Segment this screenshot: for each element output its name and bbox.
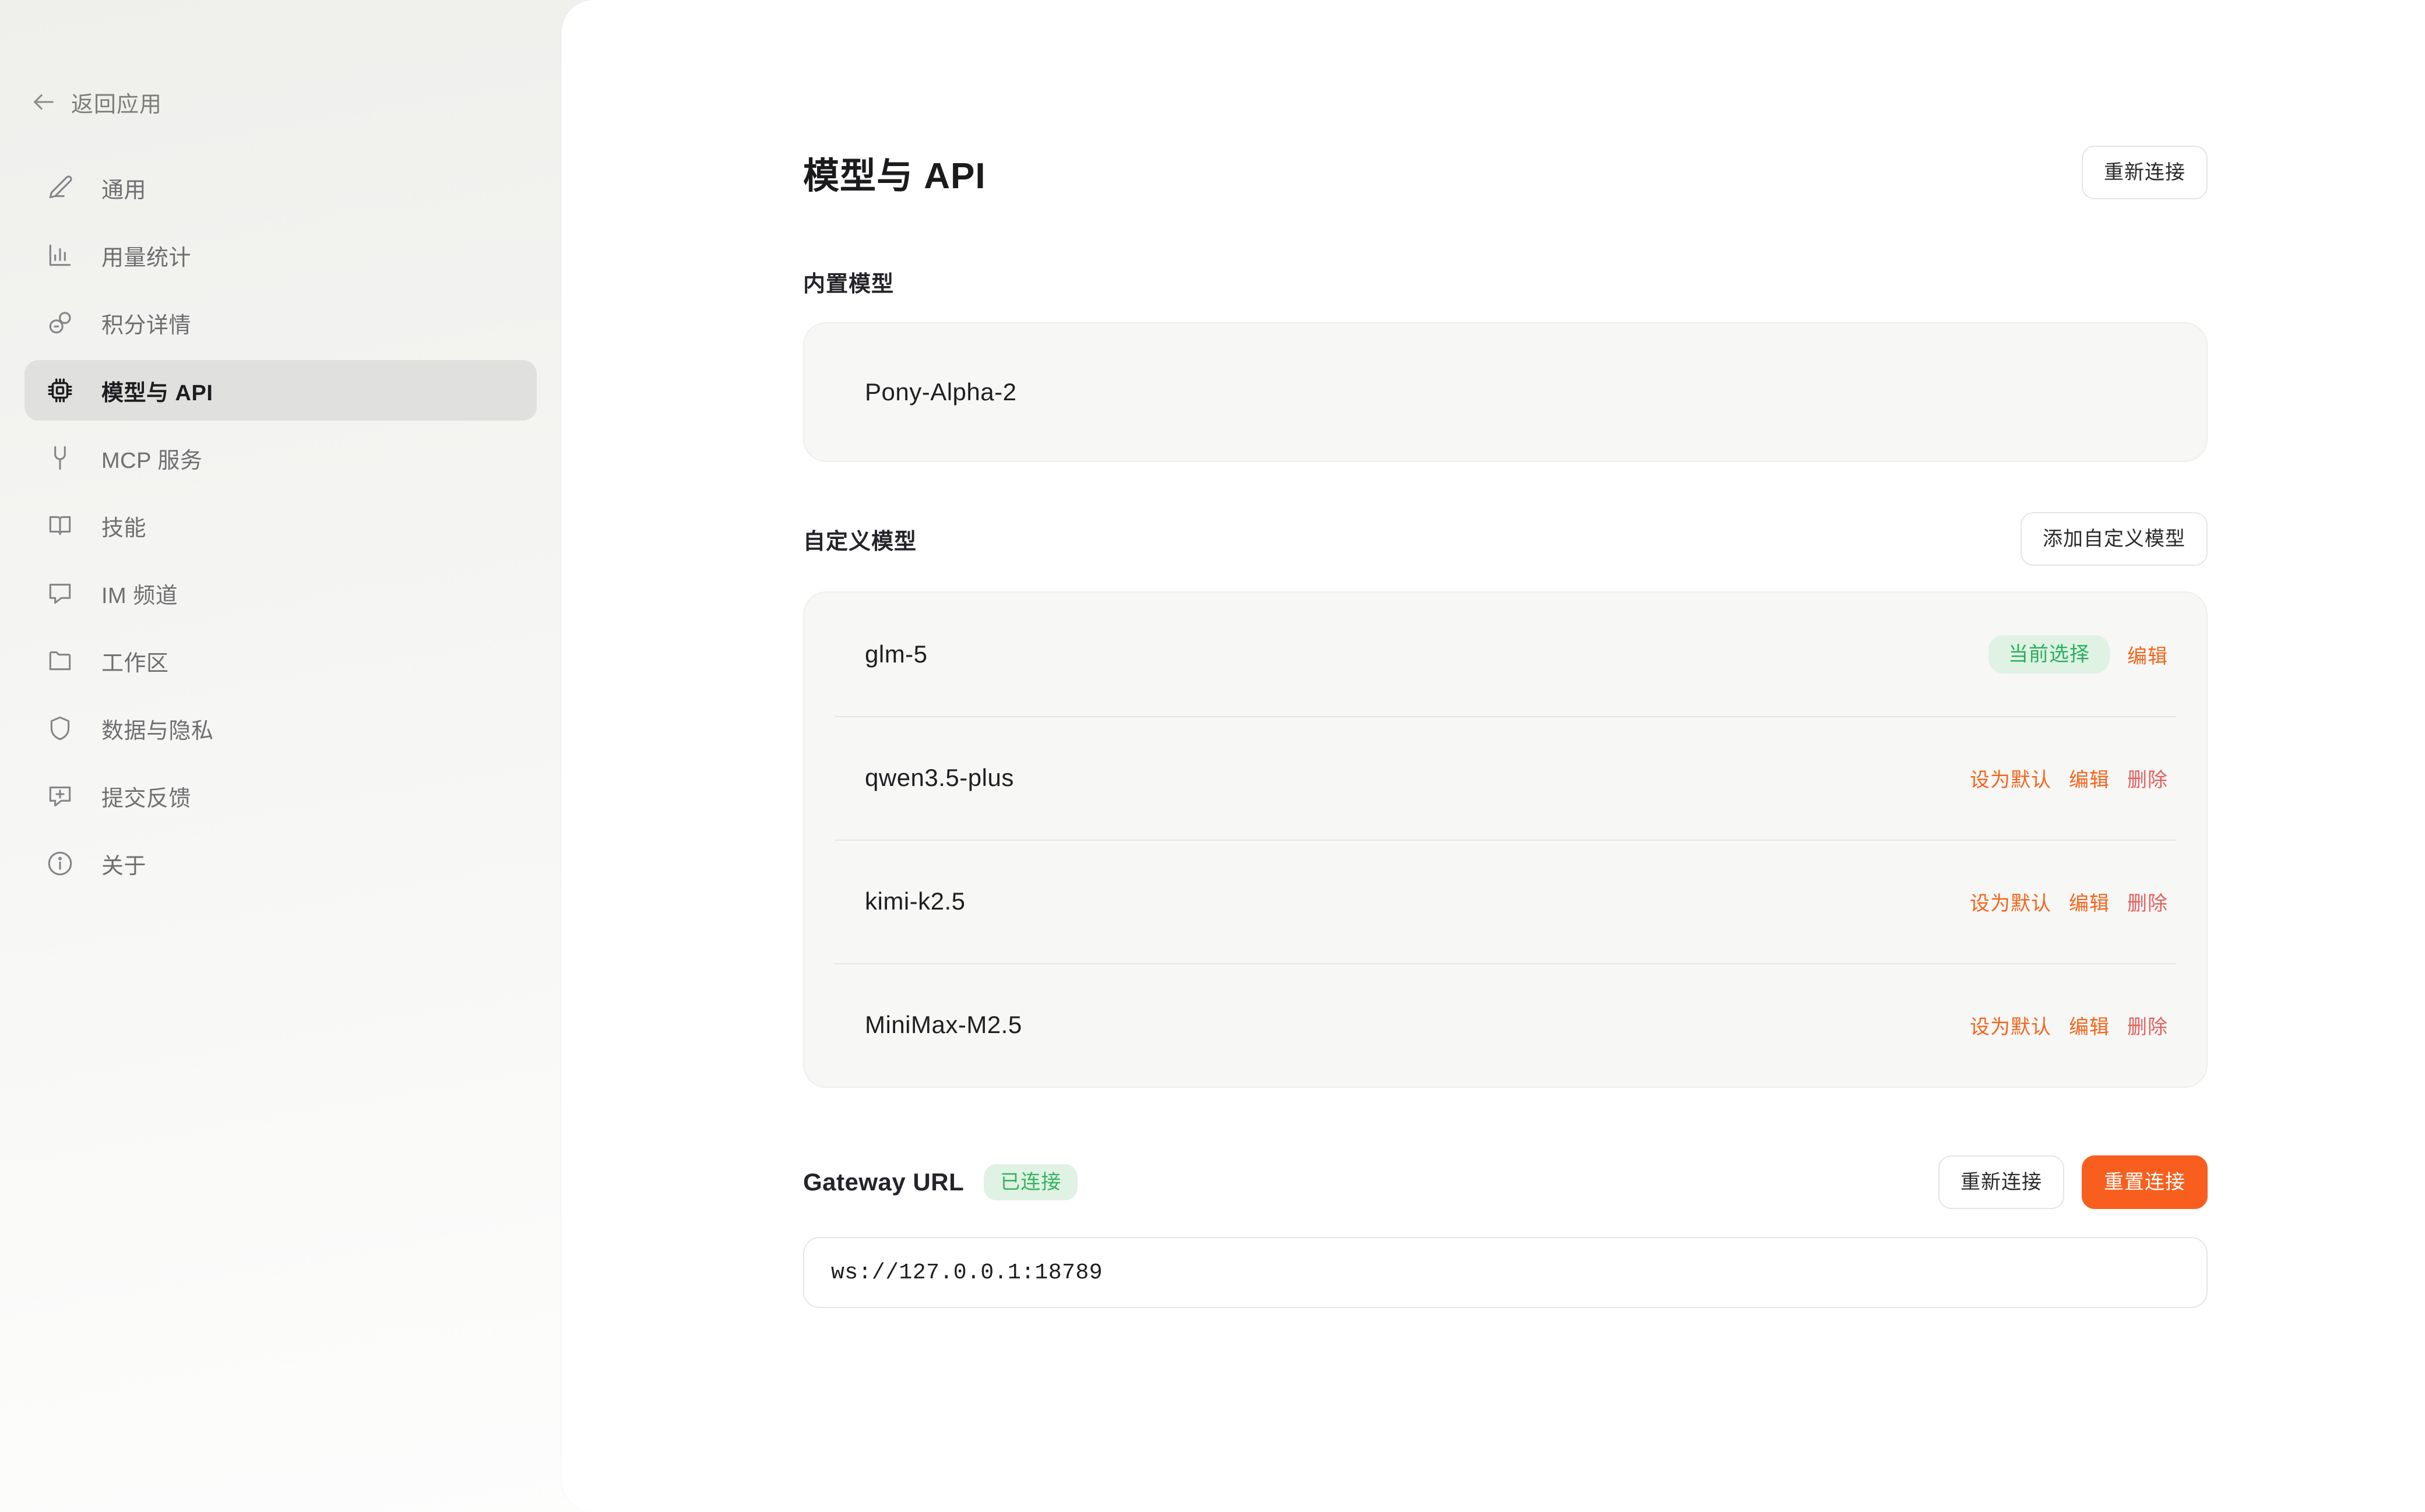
- gateway-url-section: Gateway URL 已连接 重新连接 重置连接: [803, 1153, 2208, 1308]
- sidebar-item-label: MCP 服务: [101, 448, 203, 473]
- gateway-url-label: Gateway URL: [803, 1168, 965, 1196]
- settings-sidebar: 返回应用 通用 用量统计: [0, 0, 561, 1512]
- model-name: qwen3.5-plus: [865, 764, 1014, 791]
- row-actions: 设为默认 编辑 删除: [1970, 1011, 2168, 1039]
- sidebar-item-models-api[interactable]: 模型与 API: [24, 360, 537, 421]
- sidebar-item-skills[interactable]: 技能: [24, 495, 537, 556]
- sidebar-item-label: 工作区: [101, 651, 169, 676]
- cpu-chip-icon: [45, 376, 75, 405]
- table-row[interactable]: kimi-k2.5 设为默认 编辑 删除: [804, 840, 2206, 963]
- sidebar-item-privacy[interactable]: 数据与隐私: [24, 698, 537, 759]
- edit-link[interactable]: 编辑: [2069, 769, 2110, 791]
- gateway-header-left: Gateway URL 已连接: [803, 1164, 1078, 1200]
- gateway-reset-button[interactable]: 重置连接: [2082, 1155, 2208, 1209]
- model-name: glm-5: [865, 640, 928, 668]
- sidebar-item-label: 用量统计: [101, 245, 192, 270]
- builtin-model-name: Pony-Alpha-2: [865, 378, 1017, 406]
- settings-main-panel: 模型与 API 重新连接 内置模型 Pony-Alpha-2 自定义模型 添加自…: [561, 0, 2425, 1512]
- back-to-app-label: 返回应用: [71, 92, 163, 117]
- sidebar-item-credits[interactable]: 积分详情: [24, 292, 537, 353]
- sidebar-item-label: 关于: [101, 854, 147, 879]
- pencil-icon: [45, 173, 75, 202]
- book-icon: [45, 511, 75, 540]
- row-actions: 设为默认 编辑 删除: [1970, 887, 2168, 916]
- edit-link[interactable]: 编辑: [2069, 892, 2110, 915]
- builtin-models-label: 内置模型: [803, 272, 895, 297]
- status-badge-current: 当前选择: [1988, 635, 2110, 674]
- table-row[interactable]: glm-5 当前选择 编辑: [804, 593, 2206, 716]
- bar-chart-icon: [45, 241, 75, 270]
- sidebar-item-label: 通用: [101, 178, 147, 203]
- set-default-link[interactable]: 设为默认: [1970, 1016, 2051, 1038]
- sidebar-item-label: 技能: [101, 516, 147, 541]
- sidebar-nav-list: 通用 用量统计 积分详情: [0, 157, 561, 894]
- plug-icon: [45, 443, 75, 473]
- delete-link[interactable]: 删除: [2127, 1016, 2168, 1038]
- arrow-left-icon: [30, 89, 57, 115]
- sidebar-item-im[interactable]: IM 频道: [24, 563, 537, 623]
- builtin-models-section: 内置模型 Pony-Alpha-2: [803, 266, 2208, 462]
- sidebar-item-feedback[interactable]: 提交反馈: [24, 766, 537, 826]
- sidebar-item-label: 积分详情: [101, 313, 192, 338]
- add-custom-model-button[interactable]: 添加自定义模型: [2021, 512, 2208, 566]
- back-to-app-button[interactable]: 返回应用: [0, 82, 561, 122]
- custom-models-card: glm-5 当前选择 编辑 qwen3.5-plus 设为默认 编辑 删除: [803, 591, 2208, 1088]
- set-default-link[interactable]: 设为默认: [1970, 769, 2051, 791]
- custom-models-header: 自定义模型 添加自定义模型: [803, 512, 2208, 566]
- row-actions: 当前选择 编辑: [1988, 635, 2168, 674]
- model-name: kimi-k2.5: [865, 887, 966, 915]
- edit-link[interactable]: 编辑: [2069, 1016, 2110, 1038]
- custom-models-label: 自定义模型: [803, 529, 917, 554]
- edit-link[interactable]: 编辑: [2127, 645, 2168, 668]
- gateway-actions: 重新连接 重置连接: [1938, 1155, 2208, 1209]
- sidebar-item-about[interactable]: 关于: [24, 833, 537, 894]
- gateway-url-input[interactable]: [803, 1237, 2208, 1308]
- models-api-content: 模型与 API 重新连接 内置模型 Pony-Alpha-2 自定义模型 添加自…: [803, 146, 2208, 1308]
- coins-icon: [45, 308, 75, 337]
- builtin-models-card: Pony-Alpha-2: [803, 322, 2208, 462]
- model-name: MiniMax-M2.5: [865, 1011, 1022, 1038]
- page-title: 模型与 API: [803, 156, 986, 196]
- reconnect-top-button[interactable]: 重新连接: [2082, 146, 2208, 199]
- message-plus-icon: [45, 781, 75, 810]
- delete-link[interactable]: 删除: [2127, 769, 2168, 791]
- delete-link[interactable]: 删除: [2127, 892, 2168, 915]
- set-default-link[interactable]: 设为默认: [1970, 892, 2051, 915]
- page-header: 模型与 API 重新连接: [803, 146, 2208, 216]
- sidebar-item-label: IM 频道: [101, 583, 178, 608]
- sidebar-item-mcp[interactable]: MCP 服务: [24, 428, 537, 488]
- info-icon: [45, 849, 75, 878]
- gateway-reconnect-button[interactable]: 重新连接: [1938, 1155, 2064, 1209]
- status-badge-connected: 已连接: [984, 1164, 1078, 1200]
- message-icon: [45, 579, 75, 608]
- sidebar-item-workspace[interactable]: 工作区: [24, 630, 537, 691]
- sidebar-item-general[interactable]: 通用: [24, 157, 537, 218]
- sidebar-item-label: 数据与隐私: [101, 718, 214, 743]
- table-row[interactable]: qwen3.5-plus 设为默认 编辑 删除: [804, 716, 2206, 840]
- row-actions: 设为默认 编辑 删除: [1970, 764, 2168, 792]
- sidebar-item-label: 提交反馈: [101, 786, 192, 811]
- table-row[interactable]: MiniMax-M2.5 设为默认 编辑 删除: [804, 963, 2206, 1087]
- folder-icon: [45, 646, 75, 675]
- sidebar-item-usage[interactable]: 用量统计: [24, 225, 537, 286]
- gateway-header: Gateway URL 已连接 重新连接 重置连接: [803, 1153, 2208, 1211]
- sidebar-item-label: 模型与 API: [101, 380, 213, 406]
- shield-icon: [45, 714, 75, 743]
- custom-models-section: 自定义模型 添加自定义模型 glm-5 当前选择 编辑 qwen3.5-plus…: [803, 512, 2208, 1088]
